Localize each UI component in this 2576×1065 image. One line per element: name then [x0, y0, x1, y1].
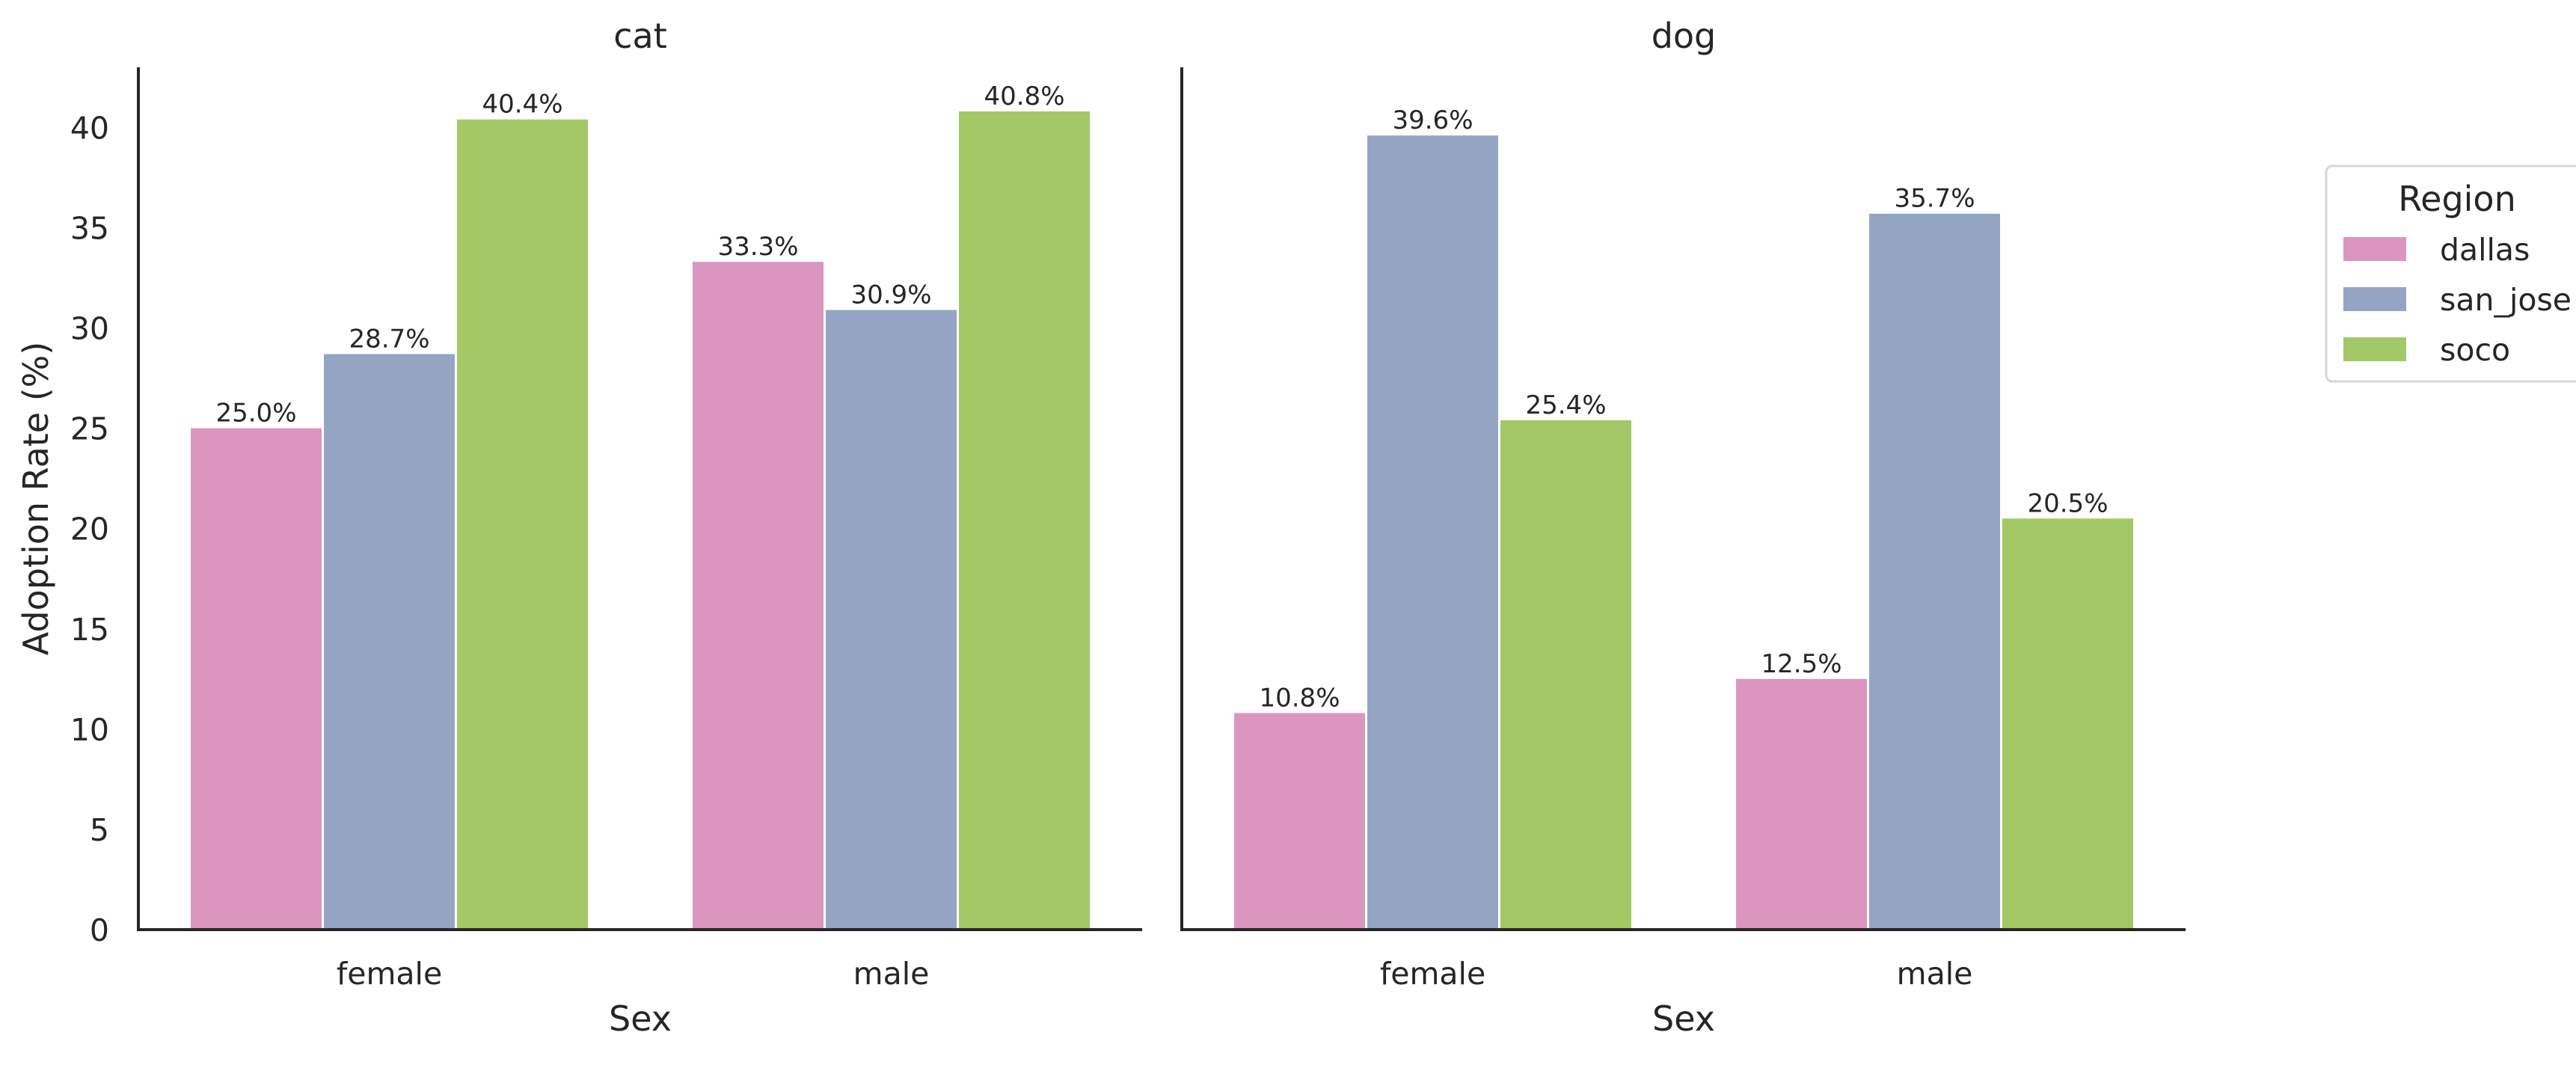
bar-value-label: 30.9% [850, 280, 931, 310]
y-axis-label: Adoption Rate (%) [16, 342, 56, 656]
legend-swatch-dallas [2343, 237, 2406, 261]
legend-box [2325, 165, 2576, 383]
bar-value-label: 25.4% [1525, 390, 1606, 420]
bar-value-label: 25.0% [215, 399, 296, 429]
bar-dog-male-dallas [1736, 678, 1867, 930]
panel-title: dog [1652, 16, 1717, 56]
bar-cat-female-soco [457, 119, 588, 930]
y-tick-label: 40 [70, 110, 109, 146]
x-axis-label: Sex [1652, 998, 1715, 1039]
bar-cat-male-soco [959, 111, 1090, 930]
bar-value-label: 10.8% [1259, 683, 1340, 713]
bar-value-label: 20.5% [2027, 488, 2108, 518]
bar-value-label: 28.7% [349, 324, 429, 354]
x-tick-label: female [337, 956, 442, 992]
legend-entry-label: san_jose [2440, 282, 2572, 318]
bar-dog-female-soco [1500, 420, 1631, 930]
legend-entry-label: dallas [2440, 232, 2530, 268]
legend-swatch-soco [2343, 337, 2406, 361]
legend-title: Region [2398, 179, 2515, 219]
y-tick-label: 10 [70, 712, 109, 748]
bar-value-label: 12.5% [1761, 649, 1841, 679]
y-tick-label: 25 [70, 411, 109, 447]
y-tick-label: 30 [70, 311, 109, 347]
x-tick-label: male [853, 956, 930, 992]
bar-dog-male-san_jose [1869, 213, 2000, 930]
bar-dog-female-san_jose [1367, 135, 1498, 930]
x-tick-label: male [1897, 956, 1973, 992]
y-tick-label: 0 [90, 912, 109, 948]
bar-value-label: 35.7% [1894, 184, 1975, 214]
bar-value-label: 33.3% [717, 232, 798, 262]
y-tick-label: 20 [70, 512, 109, 547]
legend-entry-label: soco [2440, 332, 2510, 368]
bar-dog-female-dallas [1234, 713, 1365, 930]
y-tick-label: 35 [70, 211, 109, 247]
bar-value-label: 39.6% [1392, 105, 1473, 135]
bar-cat-male-san_jose [826, 310, 957, 930]
y-tick-label: 15 [70, 612, 109, 648]
x-tick-label: female [1380, 956, 1485, 992]
bar-cat-male-dallas [693, 262, 824, 930]
bar-cat-female-san_jose [324, 354, 455, 930]
y-tick-label: 5 [90, 812, 109, 848]
panel-title: cat [613, 16, 667, 56]
bar-value-label: 40.8% [984, 82, 1064, 111]
bar-value-label: 40.4% [482, 90, 562, 120]
x-axis-label: Sex [609, 998, 672, 1039]
bar-cat-female-dallas [191, 428, 322, 930]
legend-swatch-san_jose [2343, 287, 2406, 311]
bar-dog-male-soco [2002, 518, 2133, 930]
